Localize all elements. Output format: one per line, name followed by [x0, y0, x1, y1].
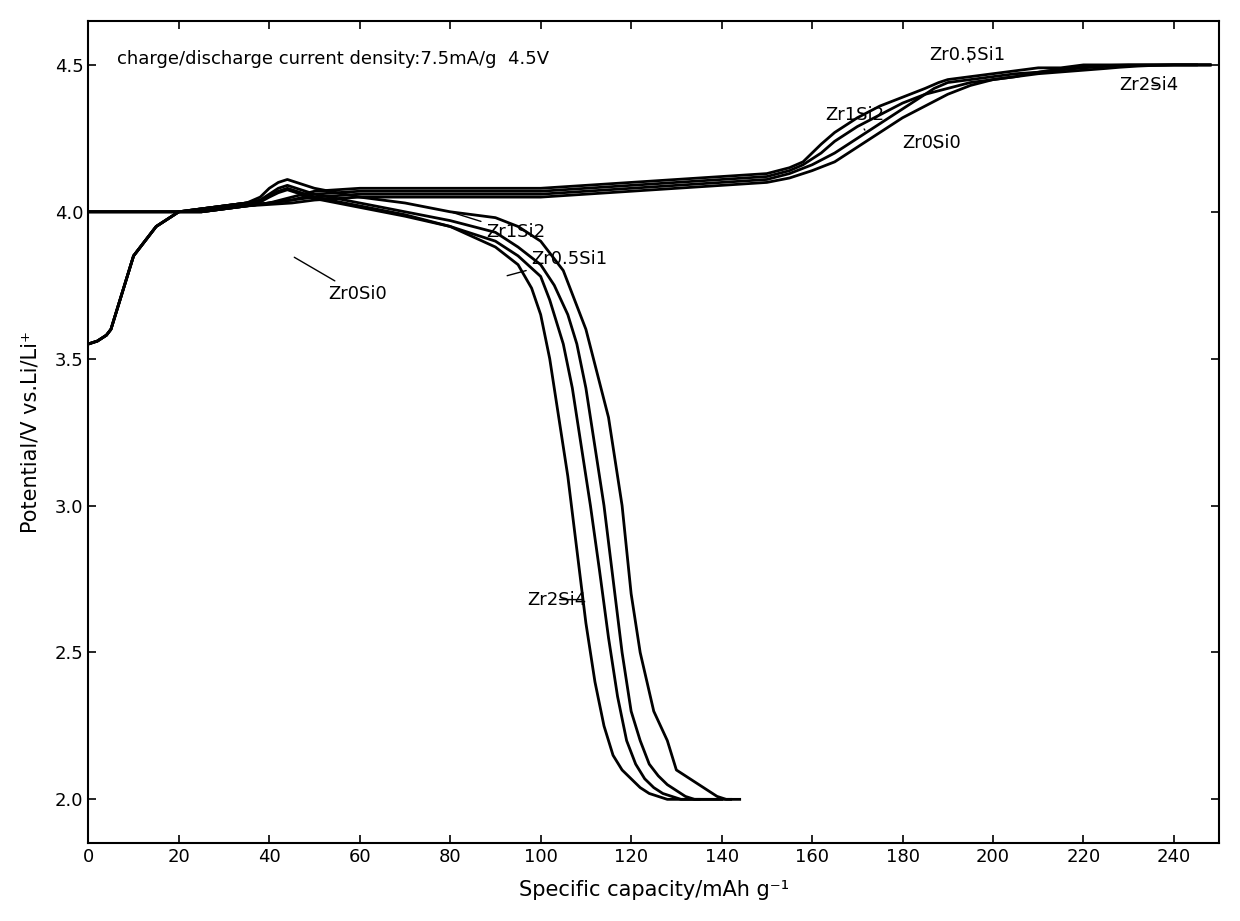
Y-axis label: Potential/V vs.Li/Li⁺: Potential/V vs.Li/Li⁺ — [21, 332, 41, 533]
Text: Zr2Si4: Zr2Si4 — [1120, 76, 1179, 95]
Text: Zr0Si0: Zr0Si0 — [294, 257, 387, 303]
Text: Zr0.5Si1: Zr0.5Si1 — [930, 46, 1006, 64]
Text: Zr0Si0: Zr0Si0 — [903, 134, 961, 152]
Text: Zr2Si4: Zr2Si4 — [527, 590, 587, 609]
Text: Zr1Si2: Zr1Si2 — [453, 213, 546, 241]
Text: charge/discharge current density:7.5mA/g  4.5V: charge/discharge current density:7.5mA/g… — [117, 50, 549, 67]
Text: Zr1Si2: Zr1Si2 — [826, 106, 885, 130]
Text: Zr0.5Si1: Zr0.5Si1 — [507, 250, 608, 275]
X-axis label: Specific capacity/mAh g⁻¹: Specific capacity/mAh g⁻¹ — [518, 880, 789, 900]
